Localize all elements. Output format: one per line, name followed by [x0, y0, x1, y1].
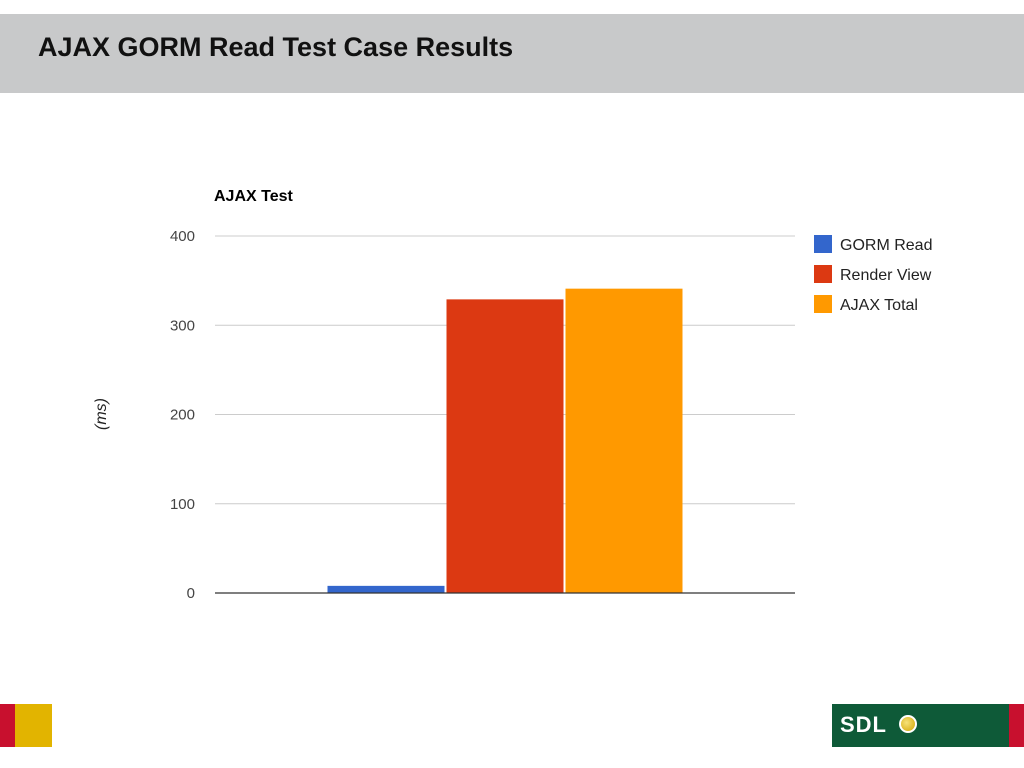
footer-green-bar-right: [976, 704, 1009, 747]
gridlines: 0 100 200 300 400: [170, 228, 795, 602]
legend-swatch: [814, 235, 832, 253]
y-tick-label: 100: [170, 496, 195, 513]
title-band: [0, 14, 1024, 93]
bar-ajax-total[interactable]: [565, 288, 683, 593]
legend-label: AJAX Total: [840, 297, 918, 314]
sdl-logo: SDL: [840, 712, 887, 737]
legend-label: Render View: [840, 267, 932, 284]
y-axis-label: (ms): [93, 398, 110, 430]
y-tick-label: 400: [170, 228, 195, 245]
bar-gorm-read[interactable]: [327, 585, 445, 593]
legend-swatch: [814, 295, 832, 313]
chart-title: AJAX Test: [214, 188, 294, 205]
footer-yellow-bar: [15, 704, 52, 747]
bars: [215, 288, 795, 594]
legend[interactable]: GORM Read Render View AJAX Total: [814, 235, 932, 314]
bar-render-view[interactable]: [446, 299, 564, 593]
globe-icon: [899, 715, 917, 733]
y-tick-label: 200: [170, 407, 195, 424]
legend-item[interactable]: Render View: [814, 265, 932, 284]
legend-label: GORM Read: [840, 237, 932, 254]
legend-item[interactable]: AJAX Total: [814, 295, 918, 314]
legend-swatch: [814, 265, 832, 283]
y-tick-label: 300: [170, 317, 195, 334]
legend-item[interactable]: GORM Read: [814, 235, 932, 254]
footer-red-bar-right: [1009, 704, 1024, 747]
footer-red-bar: [0, 704, 15, 747]
slide-title: AJAX GORM Read Test Case Results: [38, 32, 514, 62]
y-tick-label: 0: [187, 585, 195, 602]
